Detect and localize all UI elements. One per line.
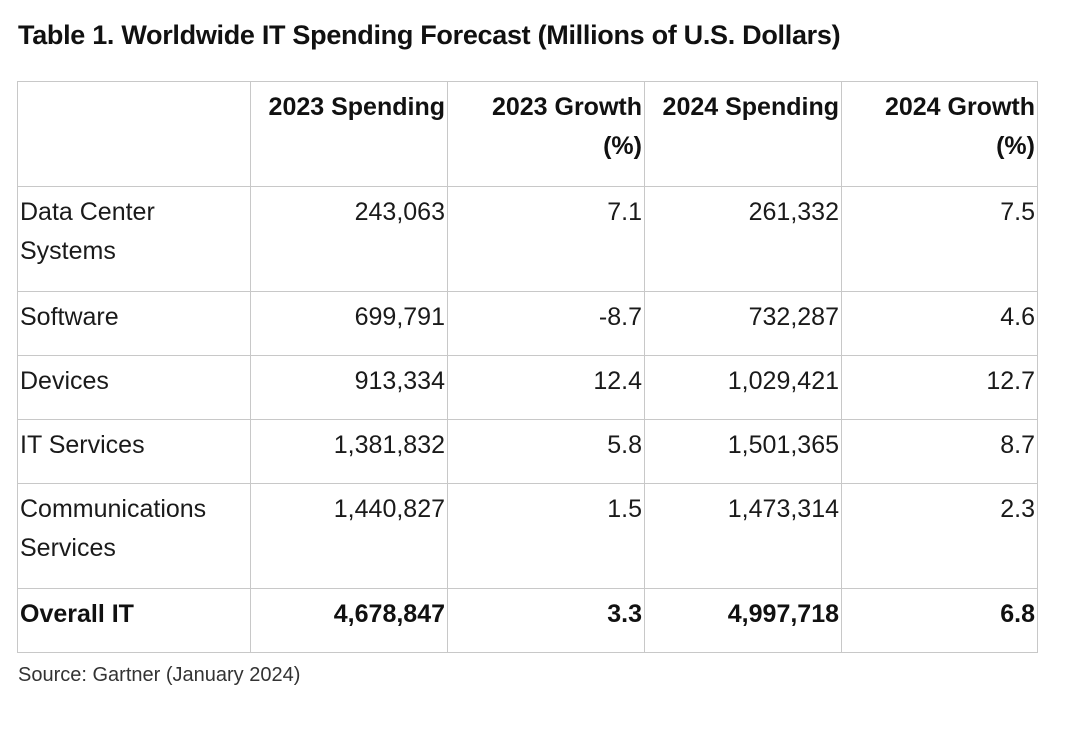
segment-label: Data Center Systems [17,186,251,292]
overall-growth-2023: 3.3 [447,588,645,653]
growth-2023-cell: 7.1 [447,186,645,292]
spending-2024-cell: 1,473,314 [644,483,842,589]
growth-2024-cell: 2.3 [841,483,1038,589]
segment-label: Devices [17,355,251,420]
column-header-2024-growth: 2024 Growth (%) [841,81,1038,187]
growth-2023-cell: 5.8 [447,419,645,484]
spending-2023-cell: 913,334 [250,355,448,420]
table-title: Table 1. Worldwide IT Spending Forecast … [18,20,841,50]
spending-2024-cell: 1,501,365 [644,419,842,484]
table-row: IT Services 1,381,832 5.8 1,501,365 8.7 [17,419,1038,484]
column-header-segment [17,81,251,187]
growth-2023-cell: 12.4 [447,355,645,420]
source-note: Source: Gartner (January 2024) [18,664,301,686]
spending-2023-cell: 699,791 [250,291,448,356]
growth-2024-cell: 12.7 [841,355,1038,420]
column-header-2024-spending: 2024 Spending [644,81,842,187]
overall-spending-2023: 4,678,847 [250,588,448,653]
growth-2024-cell: 8.7 [841,419,1038,484]
overall-spending-2024: 4,997,718 [644,588,842,653]
spending-2024-cell: 261,332 [644,186,842,292]
spending-2024-cell: 732,287 [644,291,842,356]
overall-growth-2024: 6.8 [841,588,1038,653]
spending-2023-cell: 243,063 [250,186,448,292]
spending-2023-cell: 1,381,832 [250,419,448,484]
segment-label: Communications Services [17,483,251,589]
growth-2024-cell: 4.6 [841,291,1038,356]
growth-2024-cell: 7.5 [841,186,1038,292]
growth-2023-cell: 1.5 [447,483,645,589]
spending-2023-cell: 1,440,827 [250,483,448,589]
spending-2024-cell: 1,029,421 [644,355,842,420]
table-row: Communications Services 1,440,827 1.5 1,… [17,483,1038,589]
overall-total-row: Overall IT 4,678,847 3.3 4,997,718 6.8 [17,588,1038,653]
table-row: Data Center Systems 243,063 7.1 261,332 … [17,186,1038,292]
column-header-2023-spending: 2023 Spending [250,81,448,187]
table-header-row: 2023 Spending 2023 Growth (%) 2024 Spend… [17,81,1038,187]
column-header-2023-growth: 2023 Growth (%) [447,81,645,187]
growth-2023-cell: -8.7 [447,291,645,356]
table-row: Devices 913,334 12.4 1,029,421 12.7 [17,355,1038,420]
spending-forecast-table: 2023 Spending 2023 Growth (%) 2024 Spend… [17,81,1038,653]
overall-label: Overall IT [17,588,251,653]
segment-label: Software [17,291,251,356]
table-row: Software 699,791 -8.7 732,287 4.6 [17,291,1038,356]
segment-label: IT Services [17,419,251,484]
